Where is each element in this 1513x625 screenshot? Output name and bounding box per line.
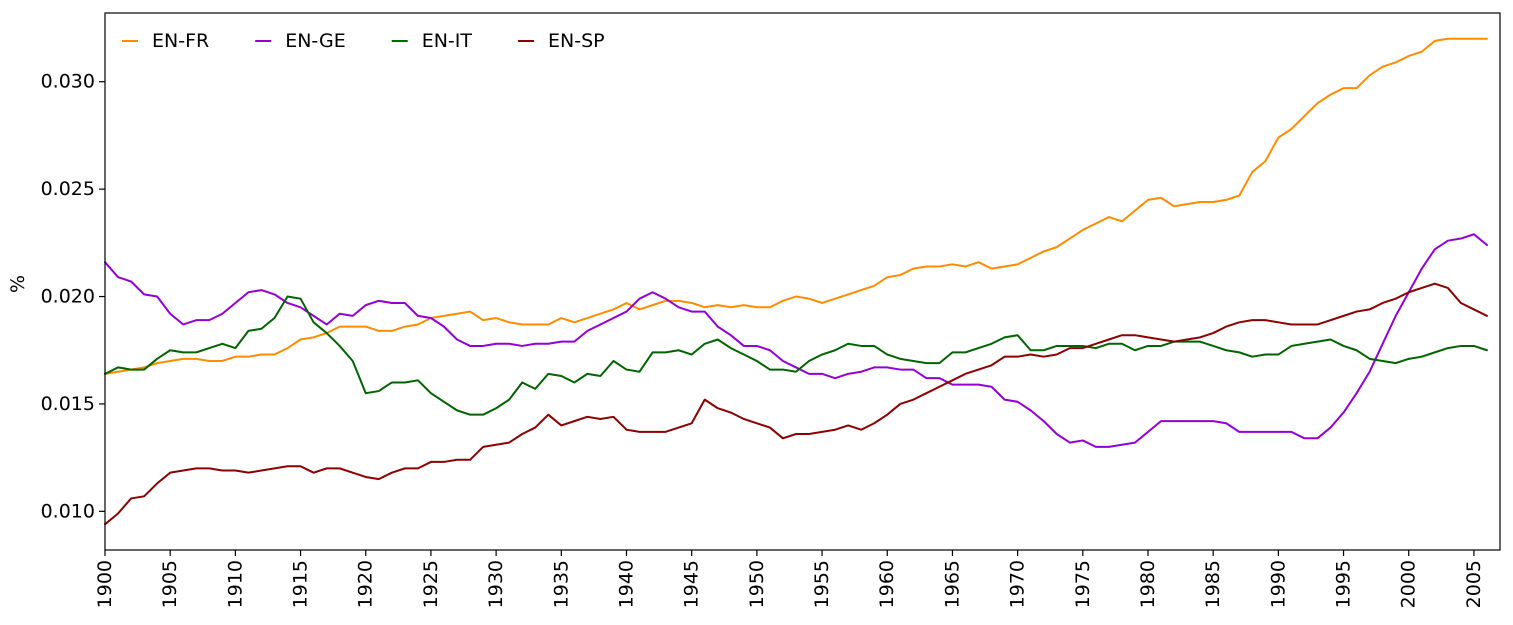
x-tick-label: 1900 (94, 560, 116, 608)
x-tick-label: 1925 (420, 560, 442, 608)
series-line-en-ge (104, 233, 1488, 448)
legend-label: EN-SP (548, 30, 605, 52)
series-line-en-it (104, 295, 1488, 416)
legend-item-en-it: EN-IT (391, 30, 473, 52)
x-tick-label: 1920 (355, 560, 377, 608)
x-tick-label: 1905 (159, 560, 181, 608)
x-tick-label: 1950 (746, 560, 768, 608)
x-tick-label: 1915 (290, 560, 312, 608)
x-tick-label: 1985 (1202, 560, 1224, 608)
x-tick-label: 1975 (1072, 560, 1094, 608)
x-tick-label: 1995 (1333, 560, 1355, 608)
legend-label: EN-IT (422, 30, 473, 52)
plot-background (105, 13, 1500, 550)
x-tick-label: 1930 (485, 560, 507, 608)
legend: EN-FR EN-GE EN-IT EN-SP (122, 30, 605, 52)
legend-label: EN-GE (285, 30, 346, 52)
y-axis-label: % (7, 275, 29, 293)
x-tick-label: 1990 (1267, 560, 1289, 608)
series-line-en-fr (104, 37, 1488, 375)
legend-item-en-fr: EN-FR (122, 30, 209, 52)
x-tick-label: 2005 (1463, 560, 1485, 608)
x-tick-label: 1945 (681, 560, 703, 608)
x-tick-label: 2000 (1398, 560, 1420, 608)
plot-frame (104, 12, 1501, 551)
x-tick-label: 1970 (1007, 560, 1029, 608)
legend-label: EN-FR (152, 30, 209, 52)
x-tick-label: 1980 (1137, 560, 1159, 608)
y-tick-label: 0.025 (41, 178, 95, 200)
y-axis: 0.010 0.015 0.020 0.025 0.030 (41, 71, 105, 522)
y-tick-label: 0.015 (41, 393, 95, 415)
x-axis: 1900 1905 1910 1915 1920 1925 1930 1935 1940 1945… (94, 550, 1485, 608)
legend-item-en-ge: EN-GE (255, 30, 346, 52)
x-tick-label: 1940 (615, 560, 637, 608)
x-tick-label: 1955 (811, 560, 833, 608)
x-tick-label: 1960 (876, 560, 898, 608)
x-tick-label: 1965 (941, 560, 963, 608)
x-tick-label: 1910 (224, 560, 246, 608)
y-tick-label: 0.030 (41, 71, 95, 93)
legend-item-en-sp: EN-SP (518, 30, 605, 52)
y-tick-label: 0.010 (41, 500, 95, 522)
x-tick-label: 1935 (550, 560, 572, 608)
series-layer (104, 37, 1488, 526)
series-line-en-sp (104, 282, 1488, 526)
y-tick-label: 0.020 (41, 286, 95, 308)
